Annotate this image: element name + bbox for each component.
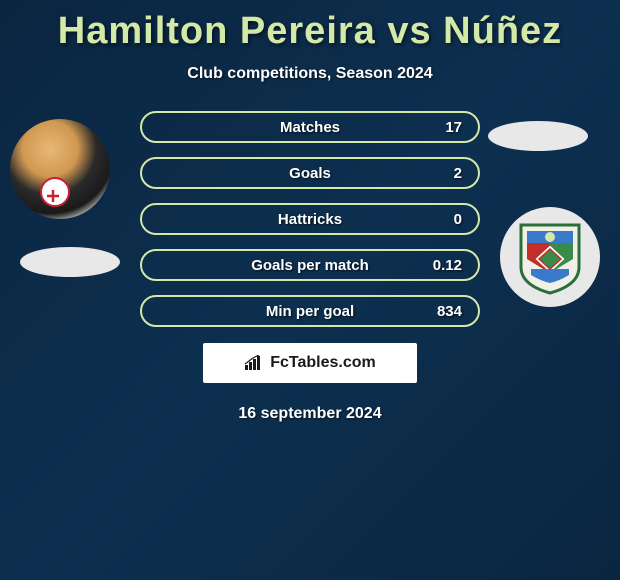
stat-value: 834 [437,303,462,320]
player-left-avatar [10,119,110,219]
stat-value: 0 [454,211,462,228]
branding-badge: FcTables.com [203,343,417,383]
comparison-panel: Matches 17 Goals 2 Hattricks 0 Goals per… [0,111,620,423]
stat-row-goals: Goals 2 [140,157,480,189]
page-title: Hamilton Pereira vs Núñez [0,0,620,53]
stats-list: Matches 17 Goals 2 Hattricks 0 Goals per… [140,111,480,327]
player-left-shadow [20,247,120,277]
stat-row-matches: Matches 17 [140,111,480,143]
stat-label: Hattricks [158,211,462,228]
stat-row-hattricks: Hattricks 0 [140,203,480,235]
stat-row-min-per-goal: Min per goal 834 [140,295,480,327]
stat-label: Matches [158,119,462,136]
stat-label: Goals per match [158,257,462,274]
stat-value: 17 [445,119,462,136]
player-right-avatar [500,207,600,307]
chart-icon [244,355,264,371]
branding-text: FcTables.com [270,354,376,372]
stat-label: Min per goal [158,303,462,320]
subtitle: Club competitions, Season 2024 [0,65,620,83]
club-badge-icon [517,219,583,295]
date-label: 16 september 2024 [0,405,620,423]
player-right-shadow [488,121,588,151]
stat-value: 2 [454,165,462,182]
stat-row-goals-per-match: Goals per match 0.12 [140,249,480,281]
stat-label: Goals [158,165,462,182]
stat-value: 0.12 [433,257,462,274]
